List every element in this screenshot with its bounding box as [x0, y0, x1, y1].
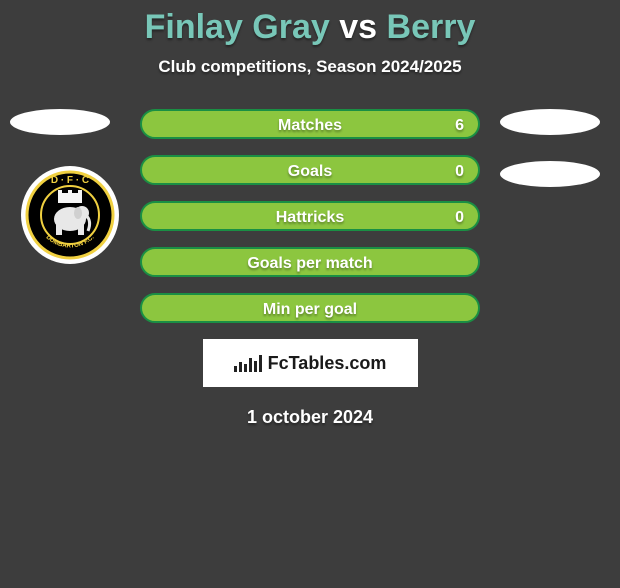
svg-text:D · F · C: D · F · C	[51, 175, 89, 186]
player-2-placeholder-1	[500, 109, 600, 135]
stat-value-right: 0	[455, 203, 464, 233]
stat-label: Hattricks	[276, 209, 344, 226]
stats-area: D · F · C DUMBARTON F.C. Matches 6	[0, 109, 620, 428]
stat-row-goals-per-match: Goals per match	[140, 247, 480, 277]
stat-value-right: 6	[455, 111, 464, 141]
player-1-name: Finlay Gray	[145, 8, 330, 46]
date-label: 1 october 2024	[0, 407, 620, 428]
attribution-box: FcTables.com	[203, 339, 418, 387]
stat-label: Matches	[278, 117, 342, 134]
stat-row-hattricks: Hattricks 0	[140, 201, 480, 231]
stat-rows: Matches 6 Goals 0 Hattricks 0 Goals per …	[140, 109, 480, 323]
stat-row-goals: Goals 0	[140, 155, 480, 185]
title-vs: vs	[330, 8, 387, 46]
player-2-name: Berry	[387, 8, 476, 46]
stat-label: Goals per match	[247, 255, 372, 272]
attribution-text: FcTables.com	[268, 353, 387, 374]
comparison-title: Finlay Gray vs Berry	[0, 8, 620, 47]
player-1-placeholder	[10, 109, 110, 135]
chart-icon	[234, 355, 262, 372]
player-2-placeholder-2	[500, 161, 600, 187]
stat-row-matches: Matches 6	[140, 109, 480, 139]
stat-label: Goals	[288, 163, 332, 180]
stat-value-right: 0	[455, 157, 464, 187]
club-badge: D · F · C DUMBARTON F.C.	[20, 165, 120, 265]
subtitle: Club competitions, Season 2024/2025	[0, 57, 620, 77]
stat-label: Min per goal	[263, 301, 357, 318]
stat-row-min-per-goal: Min per goal	[140, 293, 480, 323]
